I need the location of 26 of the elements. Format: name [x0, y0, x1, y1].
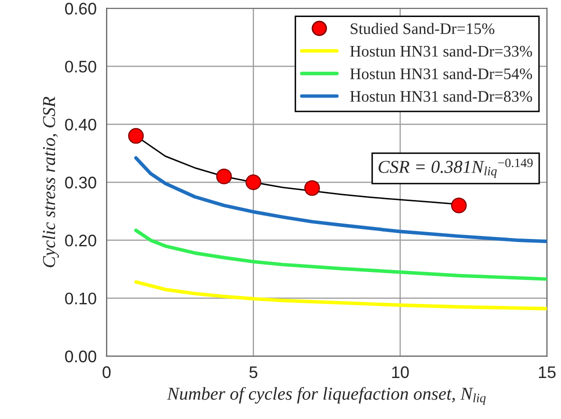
- line-series: [134, 280, 547, 310]
- line-series: [134, 156, 547, 244]
- x-axis-title: Number of cycles for liquefaction onset, N$_{liq}$: [166, 386, 486, 405]
- y-tick-label: 0.40: [65, 118, 96, 131]
- legend-label: Hostun HN31 sand-Dr=54%: [350, 68, 532, 80]
- y-tick-label: 0.00: [65, 350, 96, 362]
- y-tick-label: 0.10: [65, 292, 96, 304]
- point: [216, 168, 232, 184]
- y-tick-label: 0.20: [65, 234, 96, 246]
- x-tick-label: 0: [102, 366, 111, 378]
- y-axis-title: Cyclic stress ratio, CSR: [42, 96, 59, 268]
- y-tick-label: 0.30: [65, 176, 96, 188]
- legend-label: Hostun HN31 sand-Dr=33%: [350, 45, 532, 57]
- point: [128, 128, 144, 144]
- legend-label: Studied Sand-Dr=15%: [350, 22, 494, 34]
- point: [304, 180, 320, 196]
- y-tick-label: 0.60: [65, 2, 96, 15]
- y-tick-label: 0.50: [65, 60, 96, 73]
- x-tick-label: 15: [538, 366, 556, 378]
- line-series: [134, 228, 547, 281]
- annotation: CSR = 0.381N$_{liq}$$^{−0.149}$: [378, 158, 533, 178]
- point: [451, 198, 467, 214]
- legend-label: Hostun HN31 sand-Dr=83%: [350, 90, 532, 102]
- x-tick-label: 5: [249, 366, 258, 378]
- x-tick-label: 10: [392, 366, 409, 378]
- point: [246, 174, 262, 190]
